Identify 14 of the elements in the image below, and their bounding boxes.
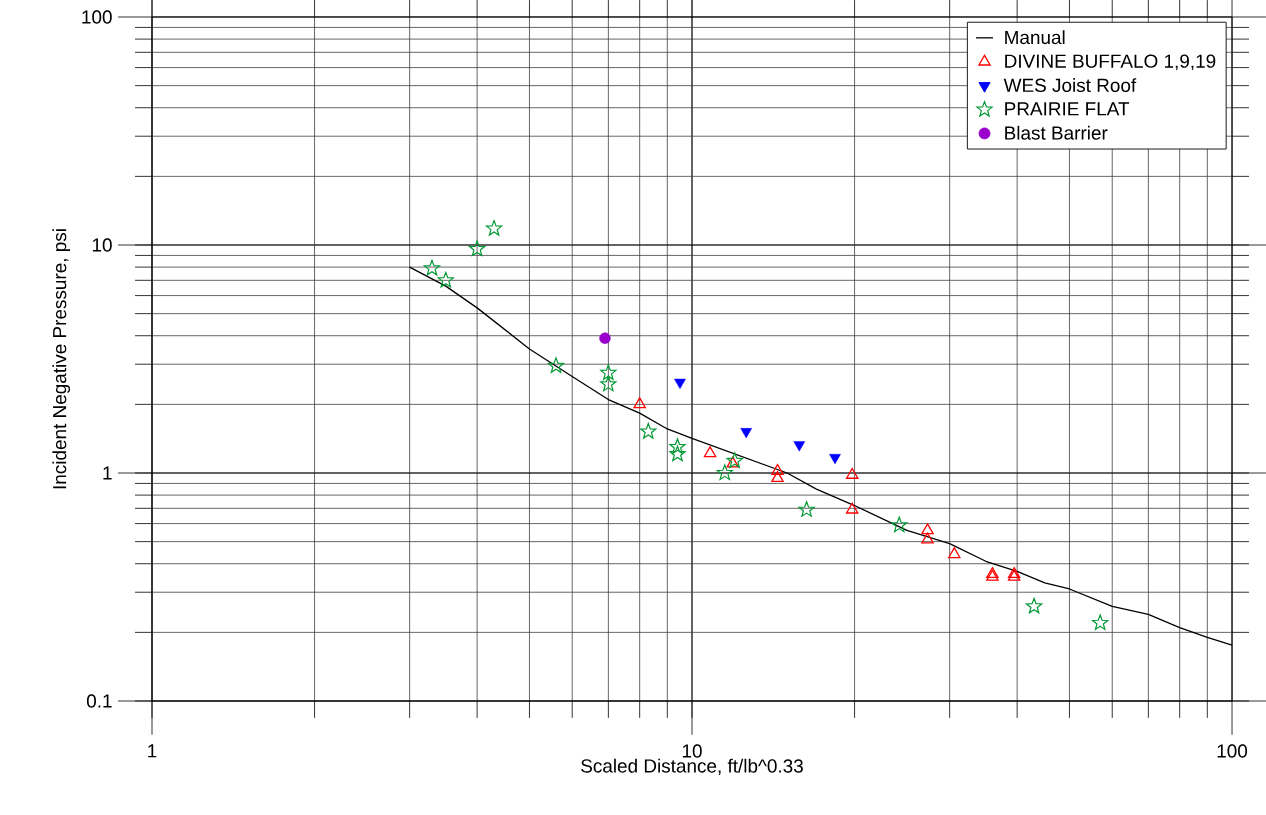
legend-label: PRAIRIE FLAT	[1005, 102, 1130, 116]
y-tick-label: 10	[92, 238, 112, 252]
y-axis-title: Incident Negative Pressure, psi	[52, 229, 71, 489]
x-tick-label: 10	[682, 744, 702, 758]
x-axis-title: Scaled Distance, ft/lb^0.33	[581, 758, 803, 775]
legend-label: WES Joist Roof	[1003, 78, 1137, 93]
legend-label: Blast Barrier	[1005, 125, 1108, 140]
x-tick-label: 100	[1217, 744, 1248, 758]
y-tick-label: 1	[103, 466, 112, 480]
legend-label: DIVINE BUFFALO 1,9,19	[1005, 54, 1216, 71]
y-tick-label: 0.1	[86, 694, 112, 708]
y-tick-label: 100	[82, 10, 112, 24]
legend-label: Manual	[1005, 30, 1065, 45]
x-tick-label: 1	[148, 744, 157, 758]
